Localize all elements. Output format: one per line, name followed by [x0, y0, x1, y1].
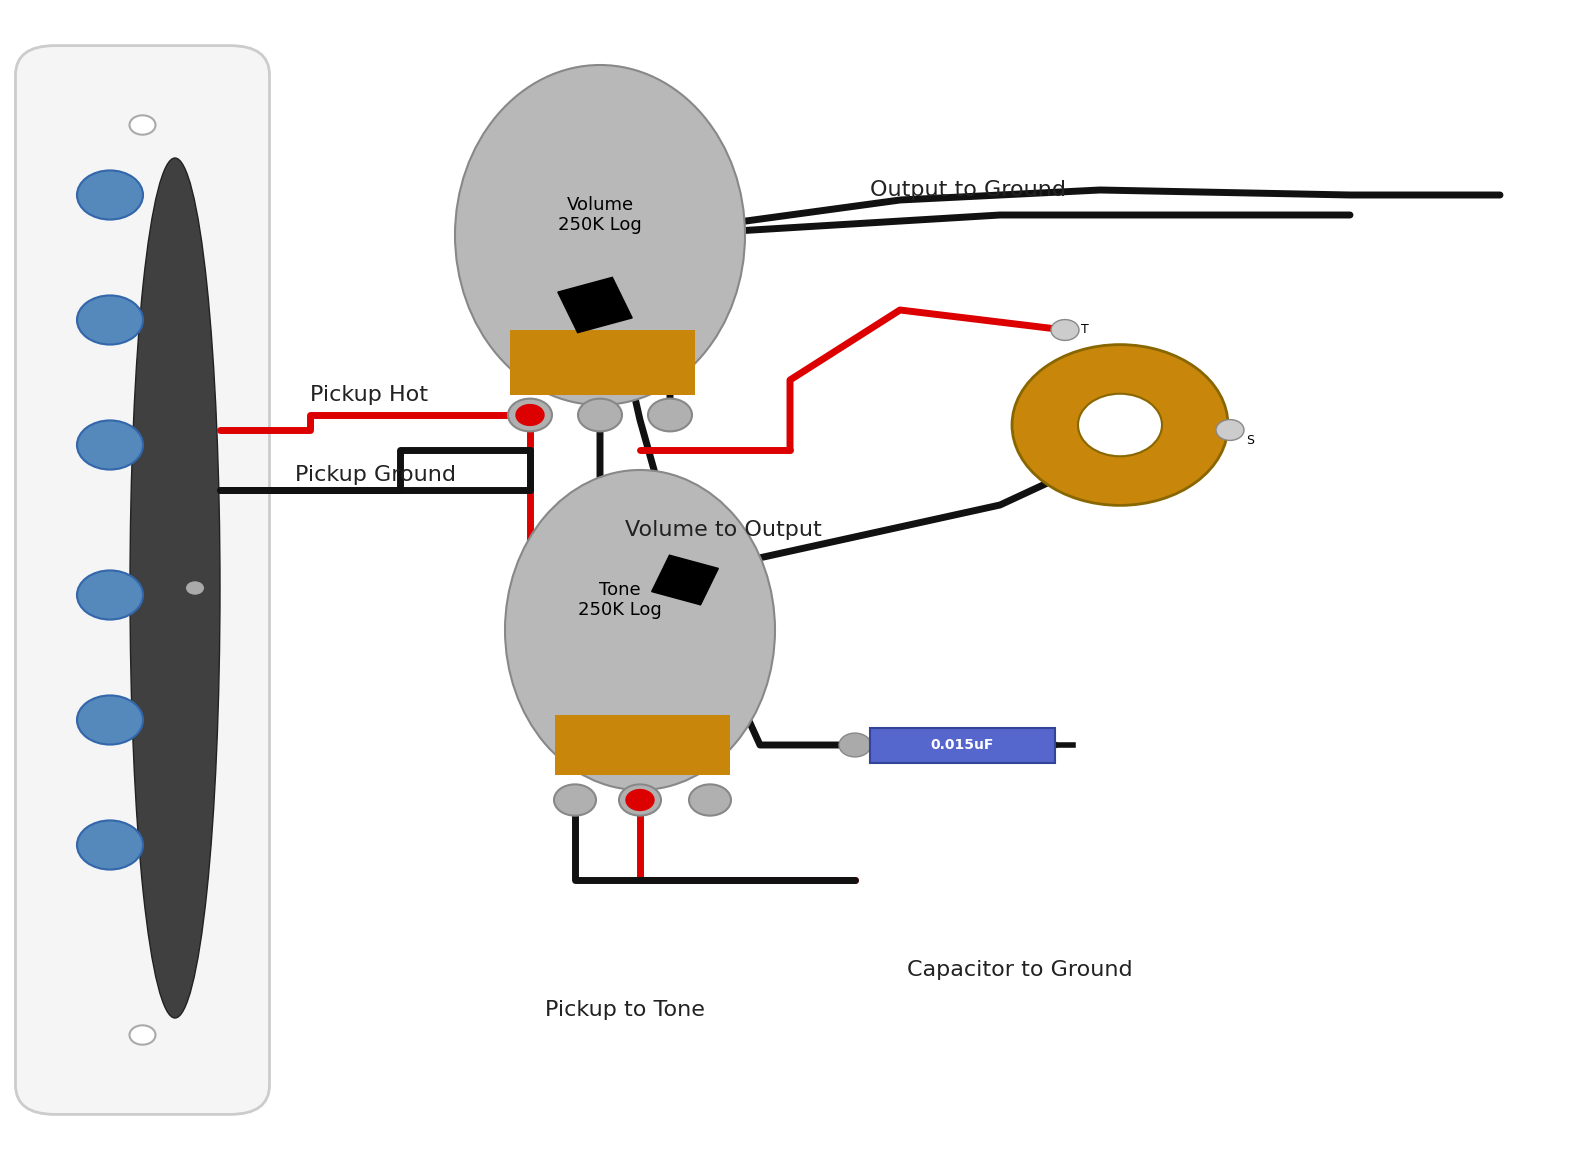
Ellipse shape	[130, 158, 220, 1018]
Text: Pickup Hot: Pickup Hot	[310, 385, 428, 405]
Circle shape	[77, 570, 144, 620]
Circle shape	[578, 399, 623, 432]
Circle shape	[77, 171, 144, 220]
Circle shape	[509, 399, 551, 432]
Circle shape	[1217, 420, 1243, 441]
Circle shape	[517, 405, 544, 426]
Text: Volume
250K Log: Volume 250K Log	[558, 195, 641, 234]
Circle shape	[130, 115, 155, 135]
Circle shape	[648, 399, 692, 432]
FancyBboxPatch shape	[651, 555, 719, 604]
Bar	[871, 728, 1055, 762]
Circle shape	[130, 1025, 155, 1044]
Text: Output to Ground: Output to Ground	[871, 180, 1066, 200]
Circle shape	[1051, 320, 1079, 340]
Bar	[555, 715, 730, 775]
Circle shape	[626, 789, 654, 810]
Circle shape	[77, 421, 144, 469]
Circle shape	[1078, 394, 1161, 456]
Text: Volume to Output: Volume to Output	[626, 520, 822, 540]
Text: T: T	[1081, 323, 1089, 336]
Circle shape	[77, 821, 144, 869]
Bar	[510, 330, 695, 395]
Ellipse shape	[506, 470, 776, 790]
Text: Pickup to Tone: Pickup to Tone	[545, 1000, 705, 1020]
FancyBboxPatch shape	[558, 278, 632, 333]
Circle shape	[619, 784, 660, 816]
Text: Tone
250K Log: Tone 250K Log	[578, 581, 662, 620]
Circle shape	[555, 784, 596, 816]
Circle shape	[77, 695, 144, 744]
Text: Capacitor to Ground: Capacitor to Ground	[907, 960, 1133, 980]
FancyBboxPatch shape	[16, 46, 270, 1115]
Circle shape	[77, 295, 144, 345]
Circle shape	[186, 581, 204, 595]
Text: 0.015uF: 0.015uF	[931, 739, 994, 751]
Circle shape	[689, 784, 732, 816]
Circle shape	[1013, 345, 1228, 506]
Circle shape	[839, 733, 871, 757]
Ellipse shape	[455, 65, 746, 405]
Text: S: S	[1247, 434, 1255, 447]
Text: Pickup Ground: Pickup Ground	[295, 465, 457, 485]
